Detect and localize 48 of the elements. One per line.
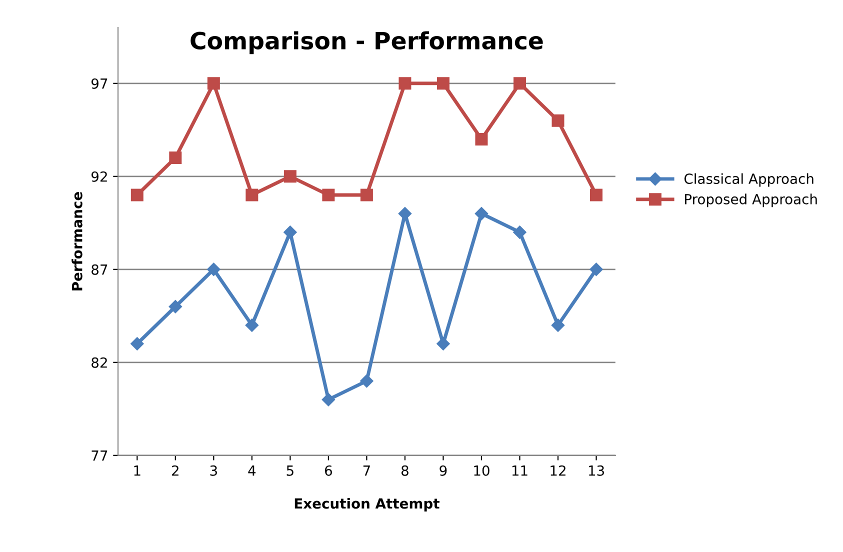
- x-tick-label: 13: [588, 465, 604, 476]
- x-tick-label: 3: [210, 465, 217, 476]
- x-tick-label: 10: [474, 465, 490, 476]
- x-tick-label: 7: [363, 466, 370, 476]
- legend-label: Classical Approach: [684, 173, 814, 187]
- x-tick-label: 1: [134, 466, 140, 476]
- y-tick-label: 87: [92, 264, 108, 275]
- x-tick-label: 6: [324, 465, 332, 476]
- point: [284, 226, 297, 239]
- point: [322, 393, 336, 406]
- point: [130, 337, 144, 350]
- x-tick-label: 2: [172, 465, 178, 476]
- y-axis-title: Performance: [72, 192, 82, 290]
- point: [246, 188, 258, 202]
- x-tick-label: 9: [440, 465, 447, 476]
- legend-label: Proposed Approach: [685, 194, 817, 208]
- point: [436, 337, 450, 350]
- point: [322, 188, 335, 202]
- point: [130, 188, 144, 202]
- point: [590, 262, 603, 276]
- point: [436, 77, 450, 90]
- point: [513, 226, 526, 239]
- y-tick-label: 97: [92, 78, 108, 89]
- point: [207, 262, 220, 276]
- chart-title: Comparison - Performance: [190, 31, 543, 54]
- point: [475, 132, 488, 146]
- y-tick-label: 92: [92, 171, 107, 182]
- x-tick-label: 5: [286, 466, 294, 476]
- y-tick-label: 77: [92, 450, 108, 461]
- point: [552, 114, 564, 127]
- point: [245, 318, 259, 332]
- point: [168, 300, 182, 314]
- point: [590, 188, 603, 202]
- x-tick-label: 12: [550, 465, 566, 476]
- point: [360, 374, 374, 388]
- x-axis-title: Execution Attempt: [294, 498, 440, 512]
- point: [360, 188, 373, 202]
- point: [207, 77, 220, 90]
- x-tick-label: 8: [401, 465, 408, 476]
- y-tick-label: 82: [92, 357, 107, 368]
- point: [513, 77, 526, 90]
- x-tick-label: 11: [512, 466, 528, 476]
- point: [551, 318, 565, 332]
- point: [169, 152, 182, 164]
- x-tick-label: 4: [248, 466, 256, 476]
- point: [398, 77, 412, 90]
- point: [474, 207, 488, 220]
- point: [284, 170, 296, 183]
